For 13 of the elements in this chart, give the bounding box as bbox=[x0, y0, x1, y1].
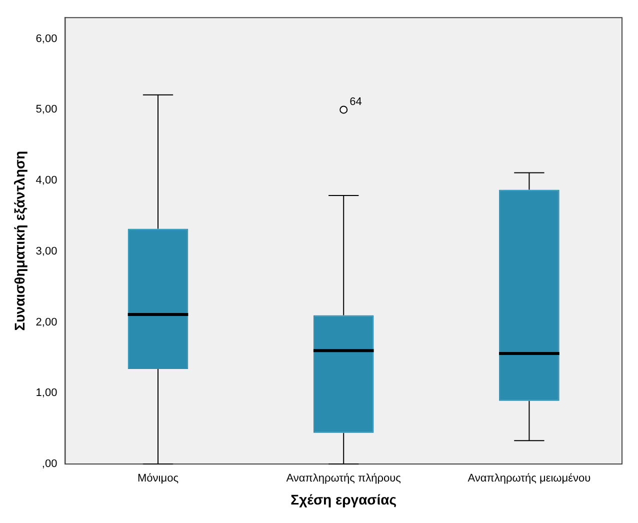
y-tick-label: 5,00 bbox=[36, 104, 58, 116]
annotation: 64 bbox=[350, 96, 362, 108]
y-axis-title: Συναισθηματική εξάντληση bbox=[11, 150, 28, 331]
y-tick-label: 2,00 bbox=[36, 316, 58, 328]
y-tick-label: 6,00 bbox=[36, 32, 58, 45]
y-tick-label: ,00 bbox=[42, 458, 58, 470]
x-tick-label: Αναπληρωτής πλήρους bbox=[286, 472, 401, 485]
x-axis-title: Σχέση εργασίας bbox=[290, 491, 397, 508]
x-tick-label: Μόνιμος bbox=[138, 472, 178, 485]
x-tick-label: Αναπληρωτής μειωμένου bbox=[468, 472, 591, 485]
y-tick-label: 1,00 bbox=[36, 387, 58, 400]
y-tick-label: 3,00 bbox=[36, 245, 58, 258]
y-tick-label: 4,00 bbox=[36, 174, 58, 187]
